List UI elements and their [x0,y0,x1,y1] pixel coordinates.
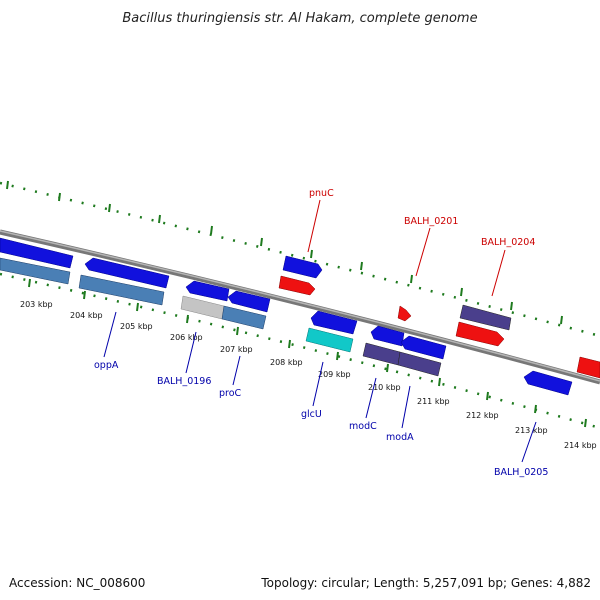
gene-glcU-cyan[interactable] [305,327,354,353]
accession-text: Accession: NC_008600 [9,576,145,590]
leader-modA [401,385,411,429]
leader-balh0205 [521,421,537,463]
gene-forward-red[interactable] [455,321,505,347]
label-balh0196[interactable]: BALH_0196 [157,376,211,387]
gene-proC-steel[interactable] [221,305,267,330]
gene-oppA[interactable] [84,257,170,289]
tick-label: 205 kbp [120,322,153,331]
tick-label: 211 kbp [417,397,450,406]
genome-backbone-highlight [0,230,600,382]
gene-modC-purple[interactable] [362,342,401,366]
tick-label: 207 kbp [220,345,253,354]
gene-balh0204[interactable] [459,304,512,331]
map-title: Bacillus thuringiensis str. Al Hakam, co… [122,11,477,26]
label-oppA[interactable]: oppA [94,360,119,371]
tick-label: 212 kbp [466,411,499,420]
gene-modA[interactable] [400,335,447,360]
gene-forward-red[interactable] [278,275,316,296]
gene-proC[interactable] [227,290,271,313]
reverse-genes [0,237,573,396]
tick-label: 203 kbp [20,300,53,309]
tick-label: 210 kbp [368,383,401,392]
leader-oppA [103,311,117,358]
leader-pnuC [307,199,321,253]
forward-genes [278,255,600,379]
gene-forward-red[interactable] [576,356,600,379]
tick-label: 204 kbp [70,311,103,320]
leader-glcU [312,361,324,407]
gene-forward-blue[interactable] [282,255,323,279]
genome-backbone [0,229,600,385]
gene-modA-purple[interactable] [397,351,442,377]
tick-label: 206 kbp [170,333,203,342]
reverse-gene-labels: oppA BALH_0196 proC glcU modC modA BALH_… [94,311,548,478]
gene-modC[interactable] [370,325,405,347]
tick-label: 213 kbp [515,426,548,435]
label-proC[interactable]: proC [219,388,242,399]
tick-label: 209 kbp [318,370,351,379]
gene-reverse-steel[interactable] [0,257,71,285]
leader-balh0201 [415,227,431,277]
tick-labels: 203 kbp 204 kbp 205 kbp 206 kbp 207 kbp … [20,300,597,450]
label-balh0201[interactable]: BALH_0201 [404,216,458,227]
tick-label: 208 kbp [270,358,303,367]
leader-balh0196 [185,331,197,374]
label-pnuC[interactable]: pnuC [309,188,334,199]
genome-summary-text: Topology: circular; Length: 5,257,091 bp… [260,576,591,590]
label-balh0205[interactable]: BALH_0205 [494,467,548,478]
reverse-major-ticks [28,278,587,428]
leader-modC [365,377,377,419]
forward-gene-labels: pnuC BALH_0201 BALH_0204 [307,188,535,297]
gene-balh0205[interactable] [523,370,573,396]
tick-label: 214 kbp [564,441,597,450]
reverse-tick-track [0,272,600,430]
gene-balh0196[interactable] [185,280,230,302]
gene-glcU[interactable] [310,310,358,335]
leader-proC [232,355,241,386]
label-modC[interactable]: modC [349,421,377,432]
gene-forward-red-small[interactable] [397,305,412,322]
label-balh0204[interactable]: BALH_0204 [481,237,535,248]
label-glcU[interactable]: glcU [301,409,322,420]
label-modA[interactable]: modA [386,432,414,443]
gene-reverse-blue[interactable] [0,237,74,269]
forward-major-ticks [6,180,563,325]
gene-oppA-steel[interactable] [78,274,165,306]
leader-balh0204 [491,249,506,297]
